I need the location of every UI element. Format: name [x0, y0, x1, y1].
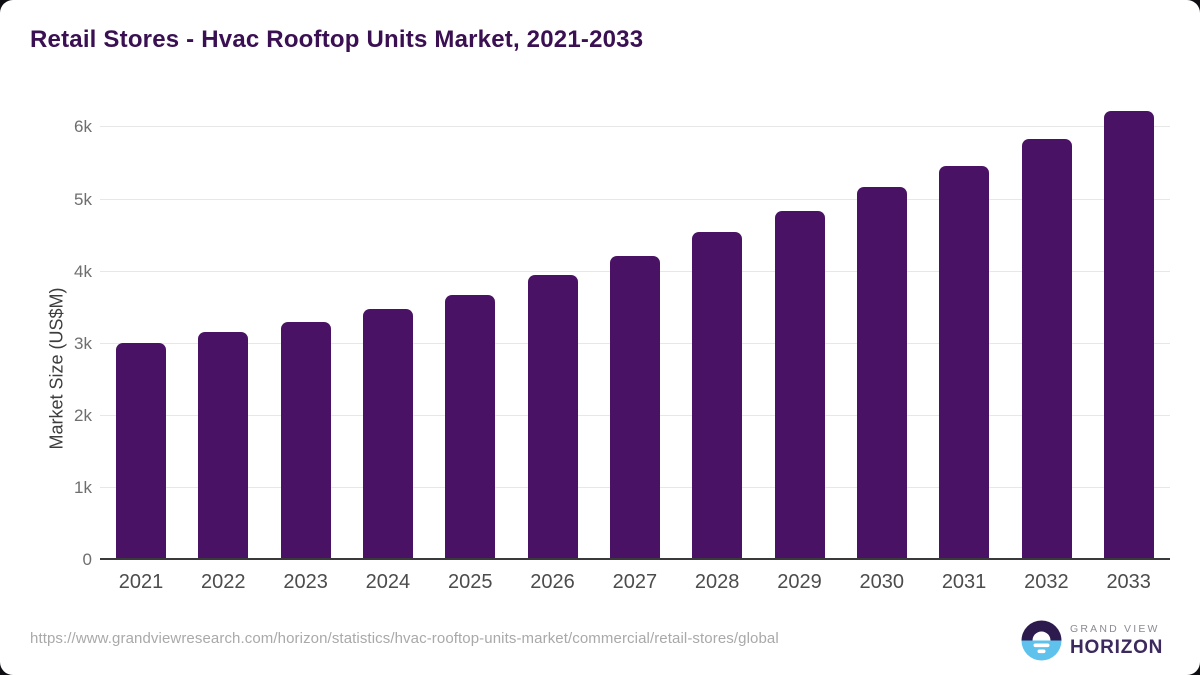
chart-title: Retail Stores - Hvac Rooftop Units Marke…	[30, 26, 644, 53]
bar-2033[interactable]	[1103, 110, 1154, 558]
x-tick-label-2031: 2031	[941, 571, 987, 593]
bar-2030[interactable]	[856, 187, 907, 558]
y-tick-label-3k: 3k	[74, 333, 92, 353]
y-tick-label-1k: 1k	[74, 477, 92, 497]
x-tick-label-2022: 2022	[201, 571, 246, 593]
bar-2027[interactable]	[610, 255, 660, 558]
bar-2031[interactable]	[939, 165, 990, 558]
y-tick-label-2k: 2k	[74, 405, 92, 425]
y-tick-label-6k: 6k	[74, 117, 92, 137]
gridline-6k	[100, 126, 1170, 128]
horizon-sunrise-logo-icon	[1021, 620, 1062, 661]
bar-2028[interactable]	[692, 232, 743, 558]
x-tick-label-2025: 2025	[447, 571, 493, 593]
bar-2026[interactable]	[527, 275, 578, 558]
x-tick-label-2028: 2028	[694, 571, 740, 593]
x-tick-label-2024: 2024	[365, 571, 411, 593]
brand-logo: GRAND VIEW HORIZON	[1020, 619, 1163, 662]
logo-text-grand-view: GRAND VIEW	[1070, 622, 1160, 635]
x-tick-label-2026: 2026	[530, 571, 575, 593]
x-tick-label-2029: 2029	[777, 571, 822, 593]
y-tick-label-5k: 5k	[74, 189, 92, 209]
bar-2023[interactable]	[280, 321, 331, 558]
logo-text-horizon: HORIZON	[1070, 636, 1164, 658]
x-tick-label-2032: 2032	[1024, 571, 1069, 593]
bar-2022[interactable]	[198, 331, 249, 558]
gridline-5k	[100, 198, 1170, 200]
y-tick-label-0: 0	[82, 550, 92, 569]
x-tick-label-2030: 2030	[859, 571, 905, 593]
bar-2024[interactable]	[363, 309, 414, 558]
bar-2032[interactable]	[1021, 139, 1072, 558]
y-tick-label-4k: 4k	[74, 261, 92, 281]
x-axis-line	[100, 558, 1170, 560]
x-tick-label-2023: 2023	[283, 571, 328, 593]
x-tick-label-2033: 2033	[1106, 571, 1151, 593]
source-url: https://www.grandviewresearch.com/horizo…	[30, 630, 779, 647]
bar-2021[interactable]	[116, 342, 167, 558]
bar-2025[interactable]	[445, 295, 496, 558]
x-tick-label-2021: 2021	[118, 571, 164, 593]
bar-2029[interactable]	[774, 211, 825, 558]
x-tick-label-2027: 2027	[612, 571, 658, 593]
